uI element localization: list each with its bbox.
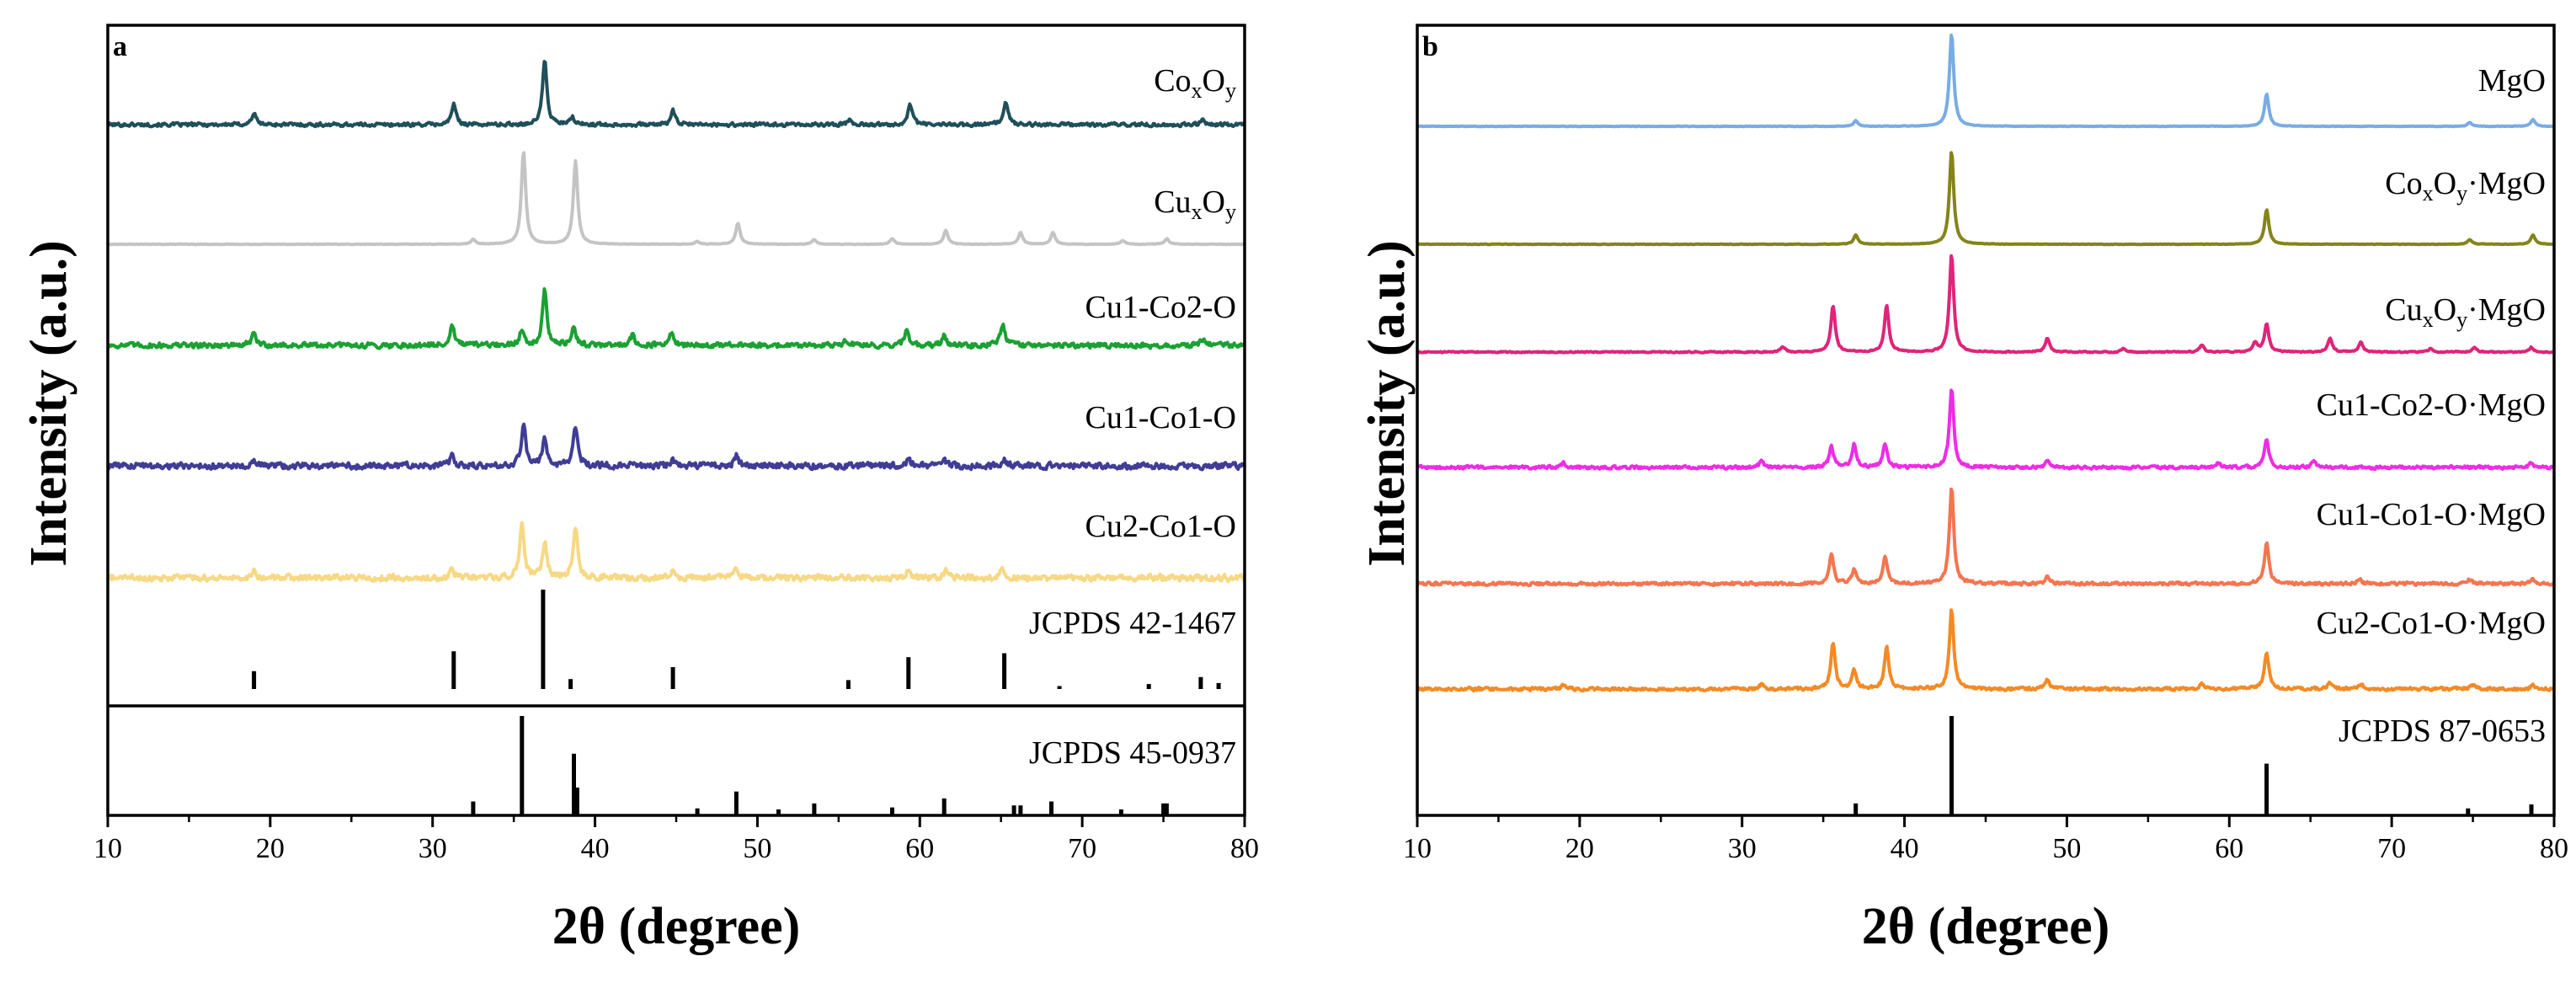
series-label-4: Cu1-Co1-O·MgO xyxy=(2317,497,2546,532)
series-label-5: Cu2-Co1-O·MgO xyxy=(2317,606,2546,641)
series-line-1 xyxy=(107,151,1245,247)
x-tick-label-5: 60 xyxy=(2215,833,2243,864)
ref-line-0-4 xyxy=(2529,804,2534,815)
ref-line-1-4 xyxy=(695,808,700,815)
series-label-0: MgO xyxy=(2478,63,2546,99)
series-label-3: Cu1-Co1-O xyxy=(1085,400,1236,435)
series-line-0 xyxy=(1416,33,2555,129)
ref-line-1-9 xyxy=(941,798,947,815)
ref-label-0: JCPDS 87-0653 xyxy=(2339,713,2546,749)
panel-letter: b xyxy=(1422,31,1438,62)
ref-line-0-8 xyxy=(1057,686,1062,689)
series-label-3: Cu1-Co2-O·MgO xyxy=(2317,387,2546,423)
ref-line-0-1 xyxy=(1949,716,1954,815)
ref-line-0-2 xyxy=(541,590,546,689)
ref-line-0-7 xyxy=(1002,653,1007,689)
ref-label-1: JCPDS 45-0937 xyxy=(1029,735,1236,771)
x-tick-label-0: 10 xyxy=(93,833,122,864)
x-tick-label-4: 50 xyxy=(2052,833,2081,864)
ref-line-1-5 xyxy=(733,791,739,815)
series-label-0: CoxOy xyxy=(1154,63,1236,103)
ref-line-0-10 xyxy=(1198,676,1203,689)
ref-line-1-1 xyxy=(520,716,525,815)
x-tick-label-7: 80 xyxy=(1230,833,1259,864)
ref-line-1-0 xyxy=(471,801,476,815)
ref-line-0-2 xyxy=(2264,763,2269,815)
ref-line-1-8 xyxy=(890,807,894,815)
ref-line-0-0 xyxy=(252,670,257,689)
ref-line-0-0 xyxy=(1853,803,1859,815)
x-tick-label-7: 80 xyxy=(2540,833,2568,864)
series-line-2 xyxy=(106,287,1245,350)
series-label-2: Cu1-Co2-O xyxy=(1085,290,1236,325)
ref-line-1-3 xyxy=(574,788,579,815)
ref-line-0-11 xyxy=(1216,682,1221,689)
series-line-4 xyxy=(1416,487,2555,587)
x-tick-label-0: 10 xyxy=(1403,833,1432,864)
x-tick-label-2: 30 xyxy=(1728,833,1757,864)
x-tick-label-2: 30 xyxy=(419,833,447,864)
ref-line-1-14 xyxy=(1161,803,1166,815)
ref-line-0-5 xyxy=(845,680,851,689)
ref-line-0-3 xyxy=(2466,808,2471,815)
series-line-3 xyxy=(1416,388,2555,471)
y-axis-title: Intensity (a.u.) xyxy=(20,240,77,567)
x-tick-label-1: 20 xyxy=(256,833,285,864)
panel-b-chart: MgO CoxOy·MgO CuxOy·MgO Cu1-Co2-O·MgO Cu1-Co… xyxy=(1358,24,2568,955)
series-line-4 xyxy=(106,521,1246,584)
x-axis-title: 2θ (degree) xyxy=(1862,898,2110,955)
ref-line-1-7 xyxy=(812,803,817,815)
ref-line-1-6 xyxy=(776,809,781,815)
ref-line-1-2 xyxy=(572,753,576,815)
series-line-0 xyxy=(107,60,1246,129)
x-tick-label-6: 70 xyxy=(2377,833,2406,864)
series-label-1: CoxOy·MgO xyxy=(2385,166,2546,206)
series-line-1 xyxy=(1416,151,2555,247)
x-tick-label-3: 40 xyxy=(581,833,610,864)
ref-line-0-4 xyxy=(670,667,675,689)
ref-line-1-10 xyxy=(1011,805,1016,815)
y-axis-title: Intensity (a.u.) xyxy=(1358,240,1416,567)
ref-line-0-3 xyxy=(568,679,573,689)
series-label-1: CuxOy xyxy=(1154,184,1236,224)
x-tick-label-1: 20 xyxy=(1565,833,1594,864)
ref-line-1-12 xyxy=(1049,801,1053,815)
ref-line-1-15 xyxy=(1164,803,1169,815)
ref-line-1-13 xyxy=(1118,809,1123,815)
panel-letter: a xyxy=(113,31,127,62)
ref-line-0-1 xyxy=(451,651,456,689)
x-tick-label-6: 70 xyxy=(1068,833,1096,864)
ref-line-1-11 xyxy=(1018,805,1023,815)
series-label-4: Cu2-Co1-O xyxy=(1085,509,1236,544)
ref-line-0-6 xyxy=(906,657,911,689)
ref-line-0-9 xyxy=(1146,684,1151,689)
x-tick-label-5: 60 xyxy=(905,833,934,864)
x-tick-label-4: 50 xyxy=(743,833,771,864)
ref-label-0: JCPDS 42-1467 xyxy=(1029,606,1236,641)
series-line-2 xyxy=(1416,254,2555,355)
plot-frame xyxy=(106,24,1246,817)
series-line-5 xyxy=(1416,608,2555,693)
panel-a-chart: CoxOy CuxOy Cu1-Co2-O Cu1-Co1-O Cu2-Co1-O JCP… xyxy=(20,24,1259,955)
series-line-3 xyxy=(106,422,1245,472)
series-label-2: CuxOy·MgO xyxy=(2385,292,2546,332)
x-tick-label-3: 40 xyxy=(1891,833,1919,864)
x-axis-title: 2θ (degree) xyxy=(552,898,801,955)
